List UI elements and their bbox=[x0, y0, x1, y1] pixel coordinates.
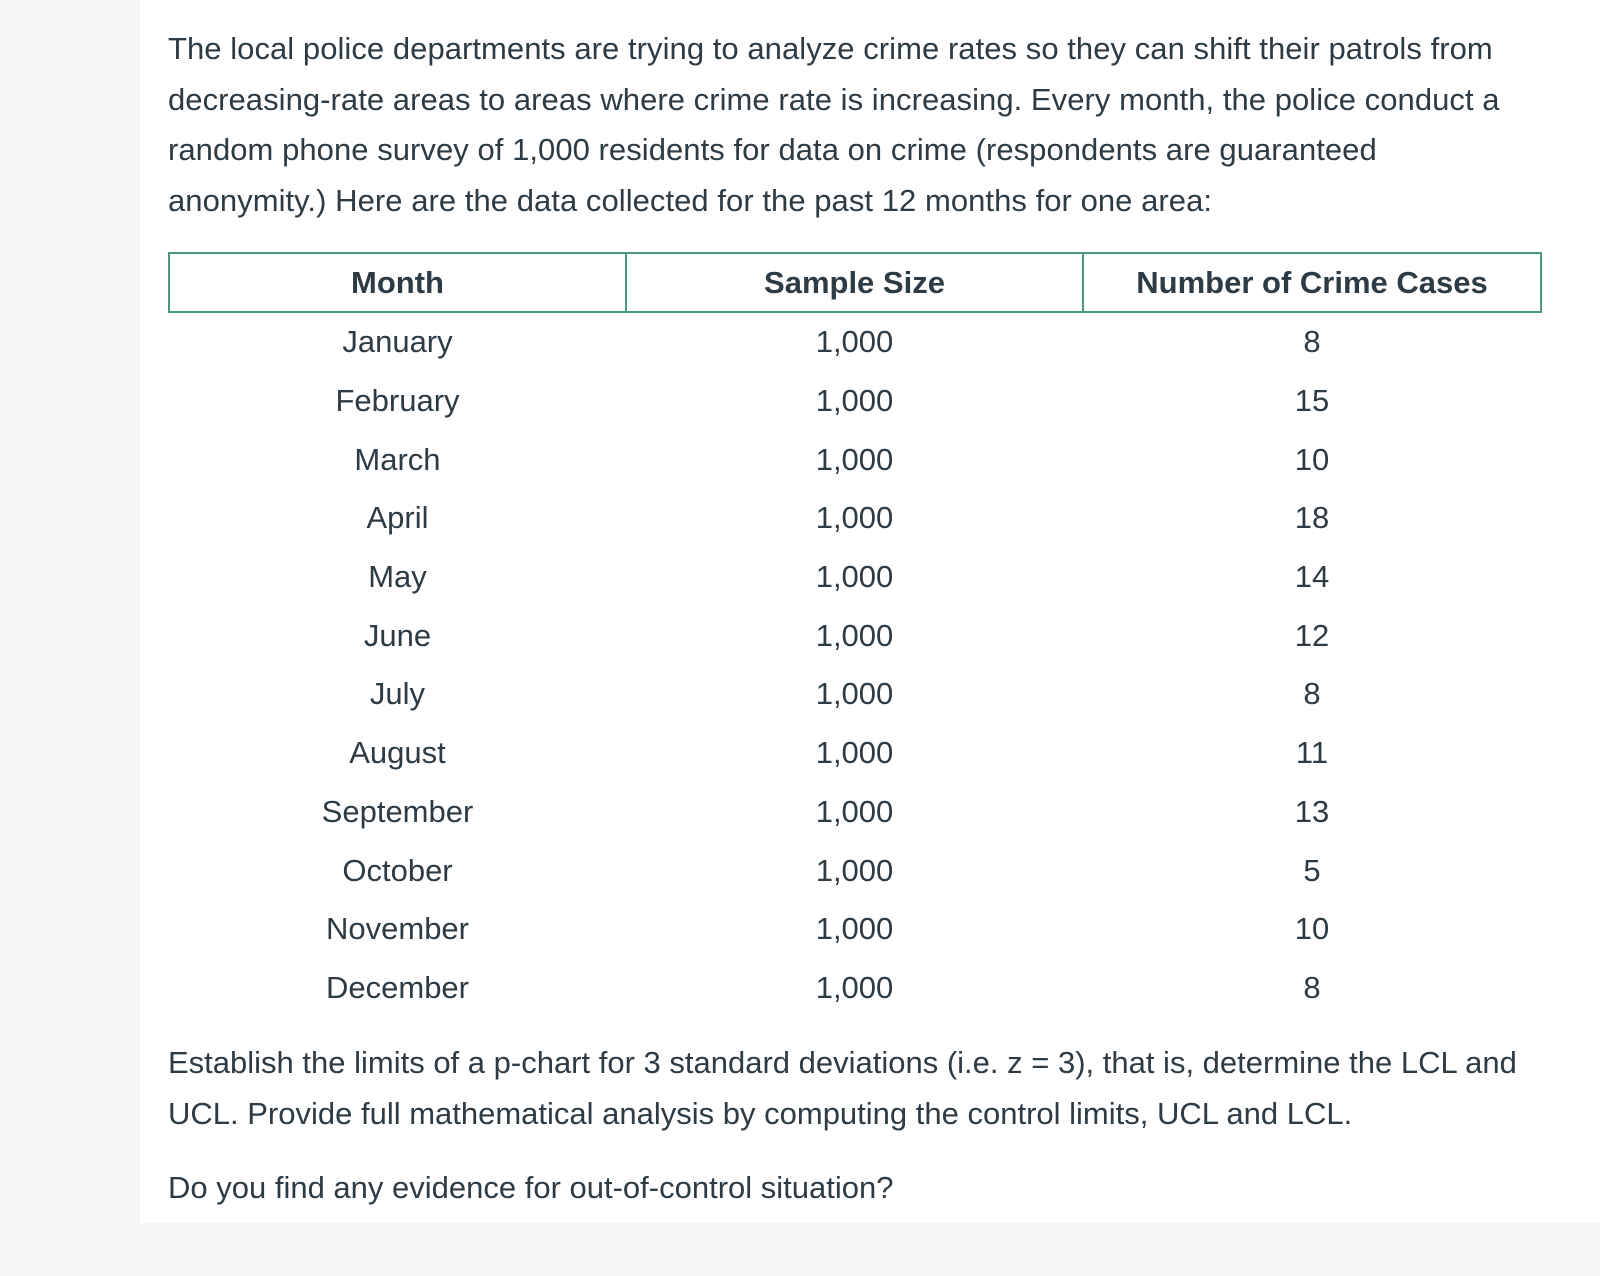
table-row: January 1,000 8 bbox=[169, 312, 1541, 372]
content-page: The local police departments are trying … bbox=[140, 0, 1600, 1223]
header-crime-cases: Number of Crime Cases bbox=[1082, 252, 1542, 313]
intro-paragraph: The local police departments are trying … bbox=[168, 31, 1500, 218]
cell-sample-size: 1,000 bbox=[815, 676, 894, 712]
cell-crime-cases: 15 bbox=[1294, 383, 1330, 419]
table-row: July 1,000 8 bbox=[169, 665, 1541, 724]
table-row: March 1,000 10 bbox=[169, 430, 1541, 489]
table-row: February 1,000 15 bbox=[169, 372, 1541, 431]
cell-sample-size: 1,000 bbox=[815, 852, 894, 888]
cell-month: July bbox=[369, 676, 426, 712]
cell-month: August bbox=[349, 735, 446, 771]
cell-sample-size: 1,000 bbox=[815, 793, 894, 829]
cell-month: September bbox=[321, 793, 474, 829]
cell-month: November bbox=[326, 911, 469, 947]
header-month: Month bbox=[168, 252, 627, 313]
cell-month: April bbox=[366, 500, 429, 536]
cell-month: March bbox=[354, 441, 441, 477]
table-row: December 1,000 8 bbox=[169, 959, 1541, 1018]
cell-month: December bbox=[326, 969, 469, 1005]
table-body: January 1,000 8 February 1,000 15 March 1,000 10… bbox=[169, 312, 1541, 1017]
cell-sample-size: 1,000 bbox=[815, 500, 894, 536]
cell-crime-cases: 10 bbox=[1294, 441, 1330, 477]
question-paragraph: Establish the limits of a p-chart for 3 … bbox=[168, 1045, 1517, 1131]
table-row: September 1,000 13 bbox=[169, 783, 1541, 842]
table-row: April 1,000 18 bbox=[169, 489, 1541, 548]
cell-sample-size: 1,000 bbox=[815, 441, 894, 477]
table-row: November 1,000 10 bbox=[169, 900, 1541, 959]
cell-sample-size: 1,000 bbox=[815, 911, 894, 947]
cell-sample-size: 1,000 bbox=[815, 617, 894, 653]
cell-crime-cases: 8 bbox=[1303, 969, 1321, 1005]
cell-month: October bbox=[342, 852, 453, 888]
table-row: May 1,000 14 bbox=[169, 548, 1541, 607]
cell-crime-cases: 13 bbox=[1294, 793, 1330, 829]
cell-month: January bbox=[342, 324, 453, 360]
cell-crime-cases: 18 bbox=[1294, 500, 1330, 536]
cell-crime-cases: 5 bbox=[1303, 852, 1321, 888]
cell-sample-size: 1,000 bbox=[815, 383, 894, 419]
cell-crime-cases: 8 bbox=[1303, 324, 1321, 360]
cell-sample-size: 1,000 bbox=[815, 735, 894, 771]
table-header-row: Month Sample Size Number of Crime Cases bbox=[168, 252, 1542, 313]
cell-sample-size: 1,000 bbox=[815, 969, 894, 1005]
table-row: October 1,000 5 bbox=[169, 841, 1541, 900]
question-content: The local police departments are trying … bbox=[168, 24, 1542, 1214]
cell-month: June bbox=[363, 617, 432, 653]
crime-data-table: Month Sample Size Number of Crime Cases … bbox=[168, 252, 1542, 1017]
cell-crime-cases: 11 bbox=[1295, 735, 1329, 771]
cell-sample-size: 1,000 bbox=[815, 559, 894, 595]
cell-sample-size: 1,000 bbox=[815, 324, 894, 360]
cell-month: May bbox=[368, 559, 427, 595]
cell-crime-cases: 14 bbox=[1294, 559, 1330, 595]
table-row: August 1,000 11 bbox=[169, 724, 1541, 783]
cell-crime-cases: 8 bbox=[1303, 676, 1321, 712]
cell-month: February bbox=[335, 383, 460, 419]
followup-question: Do you find any evidence for out-of-cont… bbox=[168, 1170, 894, 1206]
header-sample-size: Sample Size bbox=[625, 252, 1084, 313]
cell-crime-cases: 12 bbox=[1294, 617, 1330, 653]
table-row: June 1,000 12 bbox=[169, 606, 1541, 665]
cell-crime-cases: 10 bbox=[1294, 911, 1330, 947]
